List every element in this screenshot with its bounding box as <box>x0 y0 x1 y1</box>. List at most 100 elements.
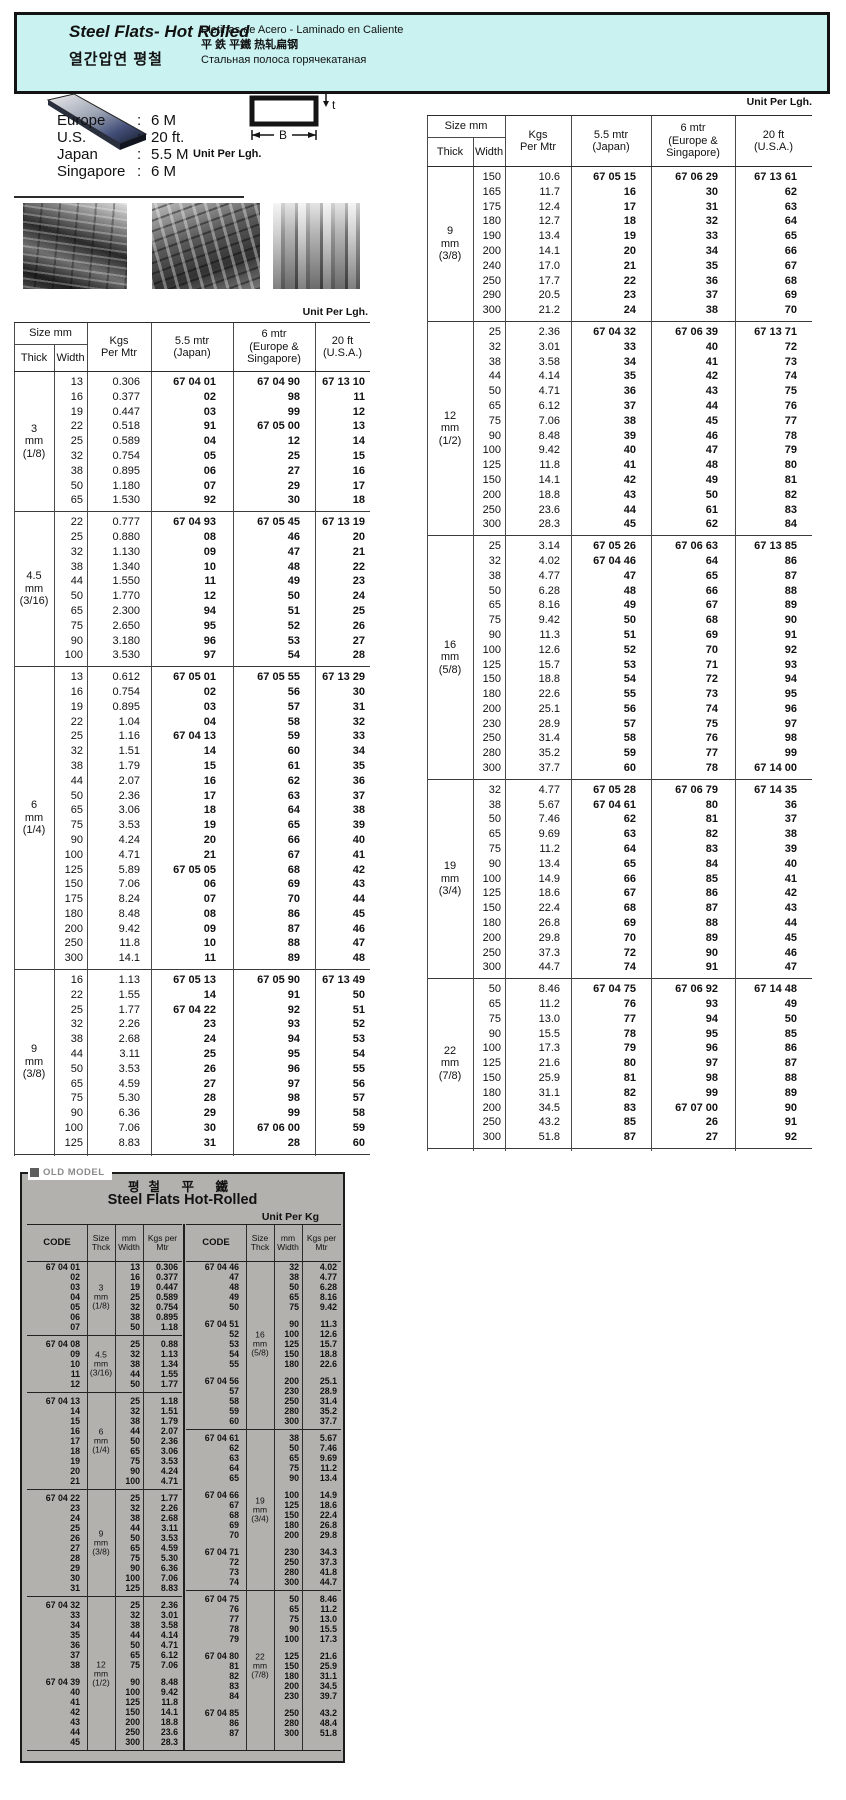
kgs-cell: 25.1 <box>319 1376 337 1386</box>
kgs-cell: 4.14 <box>160 1630 178 1640</box>
table-row: 150 22.4 68 87 43 <box>473 901 812 916</box>
table-row: 16 1.13 67 05 13 67 05 90 67 13 49 <box>54 973 370 988</box>
subtitle-russian: Стальная полоса горячекатаная <box>201 54 367 66</box>
length-row: Singapore : 6 M <box>57 163 177 180</box>
code-5-5mtr-cell: 10 <box>203 560 216 573</box>
table-rows: 150 10.6 67 05 15 67 06 29 67 13 61 165 11.7 16… <box>473 170 812 318</box>
row-gap <box>274 1540 302 1547</box>
table-row: 125 8.83 31 28 60 <box>54 1136 370 1151</box>
code-5-5mtr-cell: 14 <box>203 988 216 1001</box>
code-cell: 67 04 75 <box>204 1594 239 1604</box>
table-row: 75 13.0 77 94 50 <box>473 1012 812 1027</box>
width-cell: 125 <box>284 1651 299 1661</box>
block-separator <box>27 1596 182 1597</box>
code-6mtr-cell: 51 <box>287 604 300 617</box>
table-row: 180 8.48 08 86 45 <box>54 907 370 922</box>
code-20ft-cell: 44 <box>784 917 797 930</box>
code-6mtr-cell: 62 <box>705 518 718 531</box>
kgs-per-mtr-cell: 51.8 <box>538 1131 560 1144</box>
code-20ft-cell: 31 <box>352 700 365 713</box>
kgs-per-mtr-cell: 4.24 <box>118 833 140 846</box>
width-cell: 44 <box>488 370 501 383</box>
region-label: Europe <box>57 112 106 129</box>
table-border <box>54 345 55 1156</box>
table-row: 32 4.77 67 05 28 67 06 79 67 14 35 <box>473 783 812 798</box>
code-cell: 79 <box>229 1634 239 1644</box>
code-5-5mtr-cell: 02 <box>203 390 216 403</box>
width-cell: 180 <box>64 907 83 920</box>
code-20ft-cell: 51 <box>352 1003 365 1016</box>
kgs-per-mtr-cell: 8.24 <box>118 893 140 906</box>
width-column: 25 32 38 44 50 65 75 90 100 125 <box>115 1493 143 1593</box>
code-6mtr-cell: 91 <box>287 988 300 1001</box>
width-cell: 32 <box>289 1262 299 1272</box>
code-6mtr-cell: 41 <box>705 355 718 368</box>
kgs-cell: 11.2 <box>320 1604 337 1614</box>
thick-header: Thick <box>436 146 464 158</box>
code-cell: 54 <box>229 1349 239 1359</box>
code-6mtr-cell: 27 <box>287 464 300 477</box>
width-cell: 65 <box>289 1453 299 1463</box>
width-cell: 250 <box>482 274 501 287</box>
kgs-per-mtr-cell: 3.06 <box>118 804 140 817</box>
kgs-per-mtr-cell: 0.447 <box>112 405 140 418</box>
width-cell: 50 <box>130 1379 140 1389</box>
old-model-table: CODE Size Thck mm Width Kgs per Mtr 67 0… <box>27 1224 341 1756</box>
kgs-cell: 14.1 <box>160 1707 178 1717</box>
code-6mtr-cell: 40 <box>705 340 718 353</box>
code-20ft-cell: 92 <box>784 1131 797 1144</box>
right-table-body: 9 mm (3/8) 150 10.6 67 05 15 67 06 29 67 13 6… <box>427 167 812 1149</box>
width-column: 25 32 38 44 50 <box>115 1339 143 1389</box>
code-cell: 29 <box>70 1563 80 1573</box>
code-6mtr-cell: 82 <box>705 828 718 841</box>
length-value: 20 ft. <box>151 129 185 146</box>
code-5-5mtr-cell: 44 <box>623 503 636 516</box>
width-cell: 16 <box>130 1272 140 1282</box>
unit-per-length-note: Unit Per Lgh. <box>746 96 812 108</box>
kgs-per-mtr-cell: 8.16 <box>538 599 560 612</box>
code-cell: 74 <box>229 1577 239 1587</box>
code-5-5mtr-cell: 31 <box>203 1136 216 1149</box>
code-20ft-cell: 56 <box>352 1077 365 1090</box>
code-cell: 33 <box>70 1610 80 1620</box>
width-cell: 150 <box>482 1072 501 1085</box>
old-model-right-body: 67 04 46 47 48 49 50 67 04 51 52 53 54 55 67 04 56… <box>186 1262 341 1738</box>
code-5-5mtr-cell: 34 <box>623 355 636 368</box>
kgs-per-mtr-header: Kgs Per Mtr <box>100 334 138 360</box>
kgs-cell: 37.7 <box>319 1416 337 1426</box>
table-row: 38 1.79 15 61 35 <box>54 759 370 774</box>
code-20ft-cell: 57 <box>352 1092 365 1105</box>
table-row: 16 0.377 02 98 11 <box>54 390 370 405</box>
width-cell: 150 <box>125 1707 140 1717</box>
code-5-5mtr-cell: 67 05 01 <box>173 671 216 684</box>
table-row: 50 3.53 26 96 55 <box>54 1062 370 1077</box>
width-cell: 150 <box>482 473 501 486</box>
width-cell: 180 <box>482 1086 501 1099</box>
kgs-cell: 18.8 <box>319 1349 337 1359</box>
length-value: 6 M <box>151 112 177 129</box>
table-row: 250 37.3 72 90 46 <box>473 946 812 961</box>
code-5-5mtr-cell: 17 <box>203 789 216 802</box>
code-block: 67 04 75 76 77 78 79 67 04 80 81 82 83 84 67 04 85… <box>186 1594 341 1738</box>
table-row: 250 31.4 58 76 98 <box>473 731 812 746</box>
code-20ft-cell: 12 <box>352 405 365 418</box>
table-row: 19 0.895 03 57 31 <box>54 700 370 715</box>
kgs-per-mtr-cell: 6.12 <box>538 399 560 412</box>
width-cell: 75 <box>488 843 501 856</box>
width-cell: 32 <box>130 1349 140 1359</box>
code-6mtr-cell: 72 <box>705 673 718 686</box>
kgs-cell: 9.69 <box>319 1453 337 1463</box>
code-5-5mtr-cell: 38 <box>623 414 636 427</box>
width-cell: 38 <box>130 1312 140 1322</box>
table-row: 50 6.28 48 66 88 <box>473 584 812 599</box>
code-20ft-cell: 28 <box>352 649 365 662</box>
kgs-per-mtr-cell: 3.01 <box>538 340 560 353</box>
code-column: 67 04 01 02 03 04 05 06 07 <box>27 1262 87 1332</box>
code-5-5mtr-cell: 18 <box>203 804 216 817</box>
code-20ft-cell: 35 <box>352 759 365 772</box>
width-cell: 125 <box>482 658 501 671</box>
table-row: 65 3.06 18 64 38 <box>54 803 370 818</box>
code-6mtr-cell: 83 <box>705 843 718 856</box>
width-cell: 44 <box>130 1523 140 1533</box>
table-row: 38 0.895 06 27 16 <box>54 464 370 479</box>
